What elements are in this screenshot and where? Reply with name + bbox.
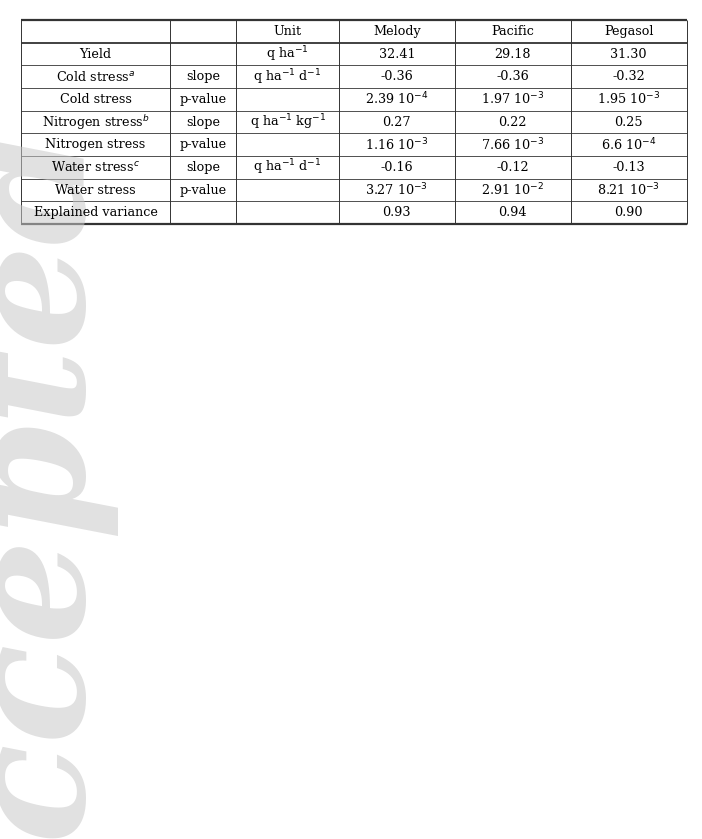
Text: 0.90: 0.90 — [614, 206, 643, 219]
Text: -0.13: -0.13 — [612, 161, 645, 174]
Text: slope: slope — [186, 70, 220, 83]
Text: -0.36: -0.36 — [380, 70, 413, 83]
Text: 3.27 10$^{-3}$: 3.27 10$^{-3}$ — [366, 182, 428, 198]
Text: -0.12: -0.12 — [496, 161, 529, 174]
Text: 0.94: 0.94 — [498, 206, 527, 219]
Text: 32.41: 32.41 — [378, 48, 415, 60]
Text: p-value: p-value — [180, 93, 227, 106]
Text: Water stress: Water stress — [55, 184, 136, 196]
Text: 0.27: 0.27 — [383, 116, 411, 128]
Text: 2.91 10$^{-2}$: 2.91 10$^{-2}$ — [481, 182, 544, 198]
Text: p-value: p-value — [180, 138, 227, 151]
Text: -0.36: -0.36 — [496, 70, 529, 83]
Text: -0.32: -0.32 — [612, 70, 645, 83]
Text: Accepted: Accepted — [0, 142, 132, 839]
Text: 0.22: 0.22 — [498, 116, 527, 128]
Text: Pegasol: Pegasol — [604, 25, 654, 38]
Text: Explained variance: Explained variance — [34, 206, 157, 219]
Text: 0.25: 0.25 — [614, 116, 643, 128]
Text: 29.18: 29.18 — [494, 48, 531, 60]
Text: Yield: Yield — [79, 48, 112, 60]
Text: q ha$^{-1}$ d$^{-1}$: q ha$^{-1}$ d$^{-1}$ — [253, 67, 322, 86]
Text: 6.6 10$^{-4}$: 6.6 10$^{-4}$ — [601, 137, 656, 153]
Text: q ha$^{-1}$ kg$^{-1}$: q ha$^{-1}$ kg$^{-1}$ — [249, 112, 326, 132]
Text: 1.16 10$^{-3}$: 1.16 10$^{-3}$ — [365, 137, 428, 153]
Text: 0.93: 0.93 — [383, 206, 411, 219]
Text: 31.30: 31.30 — [610, 48, 647, 60]
Text: q ha$^{-1}$: q ha$^{-1}$ — [266, 44, 309, 64]
Text: Nitrogen stress$^{\mathit{b}}$: Nitrogen stress$^{\mathit{b}}$ — [41, 112, 150, 132]
Text: Water stress$^{\mathit{c}}$: Water stress$^{\mathit{c}}$ — [51, 160, 140, 175]
Text: 7.66 10$^{-3}$: 7.66 10$^{-3}$ — [482, 137, 544, 153]
Text: Nitrogen stress: Nitrogen stress — [46, 138, 146, 151]
Text: -0.16: -0.16 — [380, 161, 413, 174]
Text: slope: slope — [186, 161, 220, 174]
Text: Cold stress: Cold stress — [60, 93, 131, 106]
Text: p-value: p-value — [180, 184, 227, 196]
Text: Melody: Melody — [373, 25, 420, 38]
Text: slope: slope — [186, 116, 220, 128]
Text: 2.39 10$^{-4}$: 2.39 10$^{-4}$ — [365, 91, 428, 107]
Text: Pacific: Pacific — [491, 25, 534, 38]
Text: 8.21 10$^{-3}$: 8.21 10$^{-3}$ — [597, 182, 660, 198]
Text: 1.97 10$^{-3}$: 1.97 10$^{-3}$ — [481, 91, 544, 107]
Text: q ha$^{-1}$ d$^{-1}$: q ha$^{-1}$ d$^{-1}$ — [253, 158, 322, 177]
Text: Cold stress$^{\mathit{a}}$: Cold stress$^{\mathit{a}}$ — [56, 70, 135, 84]
Text: Unit: Unit — [274, 25, 302, 38]
Text: 1.95 10$^{-3}$: 1.95 10$^{-3}$ — [597, 91, 661, 107]
